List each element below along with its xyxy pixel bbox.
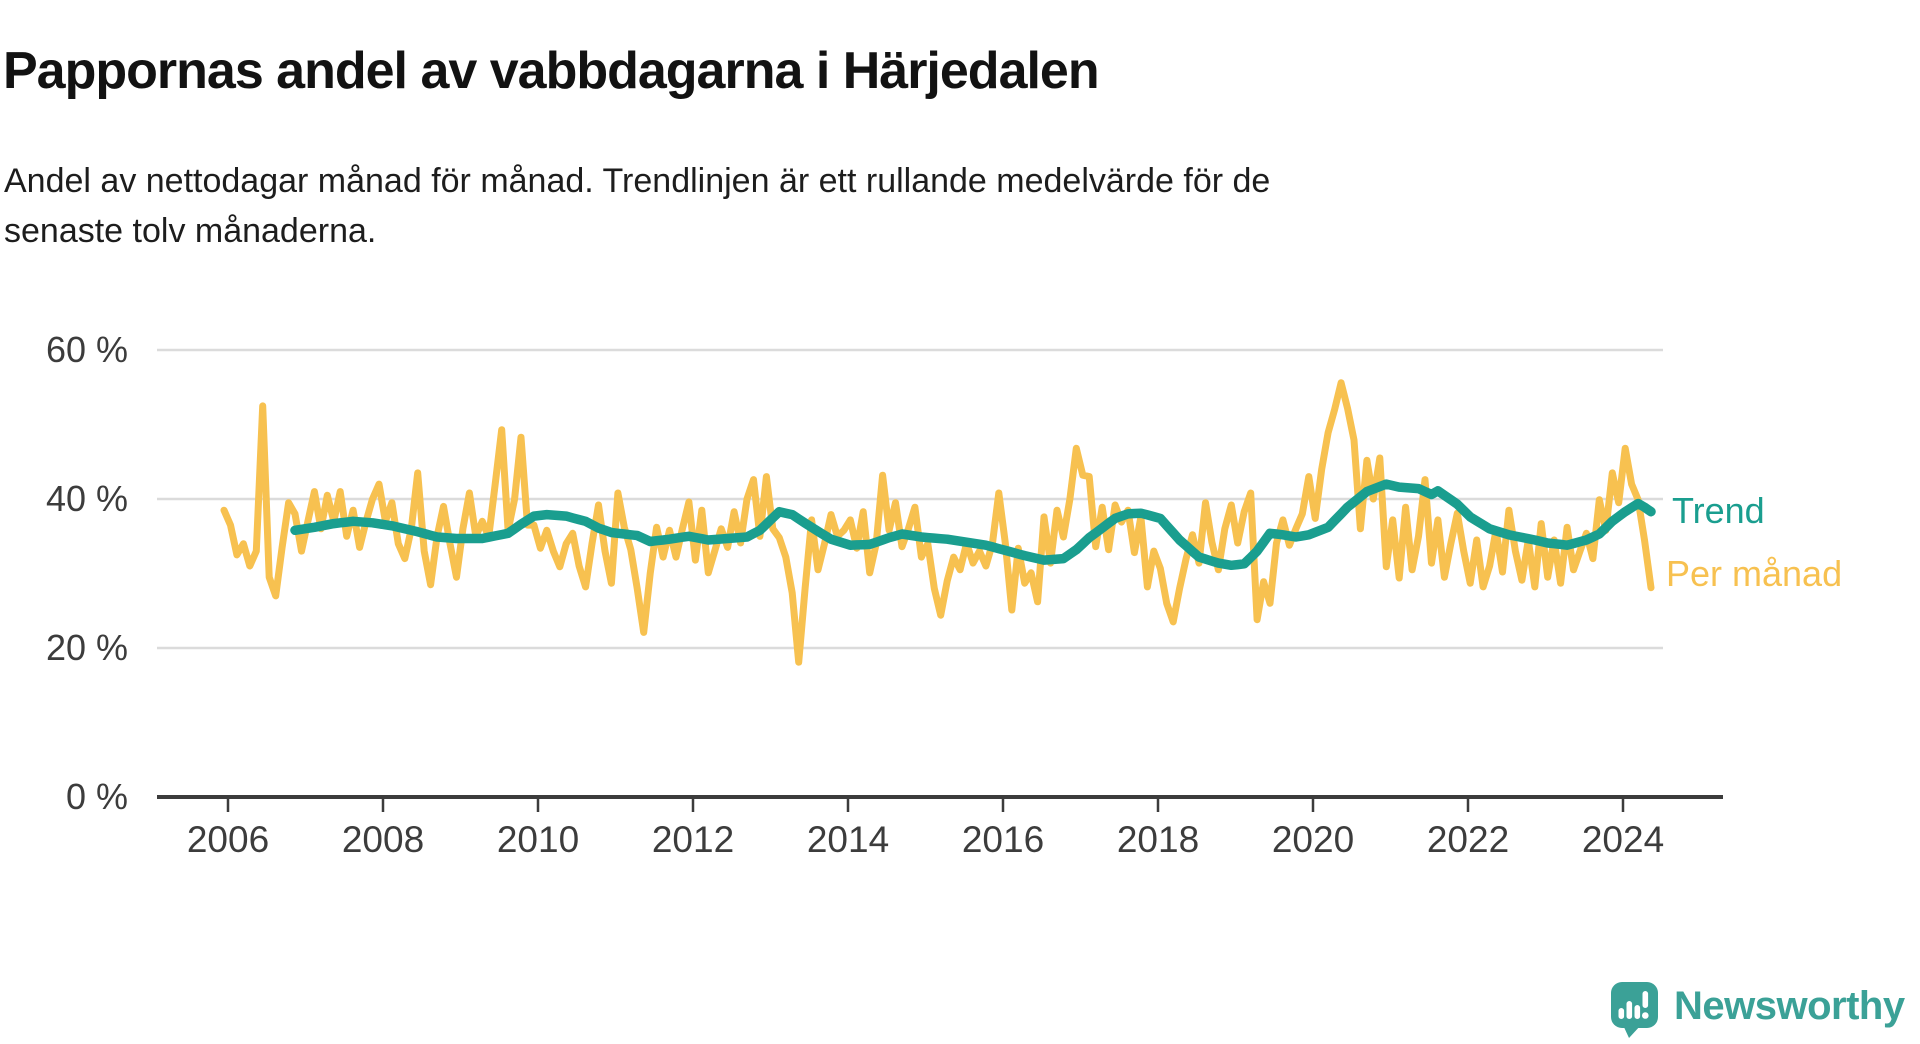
- legend-monthly-label: Per månad: [1666, 553, 1843, 594]
- per-manad-line: [220, 379, 1655, 666]
- chart-subtitle: Andel av nettodagar månad för månad. Tre…: [4, 156, 1564, 256]
- chart-subtitle-line2: senaste tolv månaderna.: [4, 212, 377, 250]
- y-tick-label-20: 20 %: [45, 627, 128, 668]
- newsworthy-wordmark: Newsworthy: [1674, 984, 1905, 1028]
- x-tick-label-2020: 2020: [1271, 819, 1355, 860]
- chart-subtitle-line1: Andel av nettodagar månad för månad. Tre…: [4, 162, 1271, 200]
- x-tick-label-2006: 2006: [186, 819, 270, 860]
- x-tick-label-2016: 2016: [961, 819, 1045, 860]
- x-tick-label-2008: 2008: [341, 819, 425, 860]
- y-tick-label-60: 60 %: [45, 329, 128, 370]
- x-tick-label-2022: 2022: [1426, 819, 1510, 860]
- newsworthy-speech-bubble-chart-icon: [1610, 981, 1660, 1044]
- x-tick-label-2010: 2010: [496, 819, 580, 860]
- newsworthy-logo: Newsworthy: [1610, 981, 1905, 1041]
- trend-line: [290, 479, 1656, 571]
- x-tick-label-2012: 2012: [651, 819, 735, 860]
- x-tick-label-2024: 2024: [1581, 819, 1665, 860]
- x-tick-label-2018: 2018: [1116, 819, 1200, 860]
- legend-trend-label: Trend: [1672, 490, 1765, 531]
- y-tick-label-0: 0 %: [65, 776, 128, 817]
- y-tick-label-40: 40 %: [45, 478, 128, 519]
- chart-title: Pappornas andel av vabbdagarna i Härjeda…: [3, 41, 1100, 100]
- x-tick-label-2014: 2014: [806, 819, 890, 860]
